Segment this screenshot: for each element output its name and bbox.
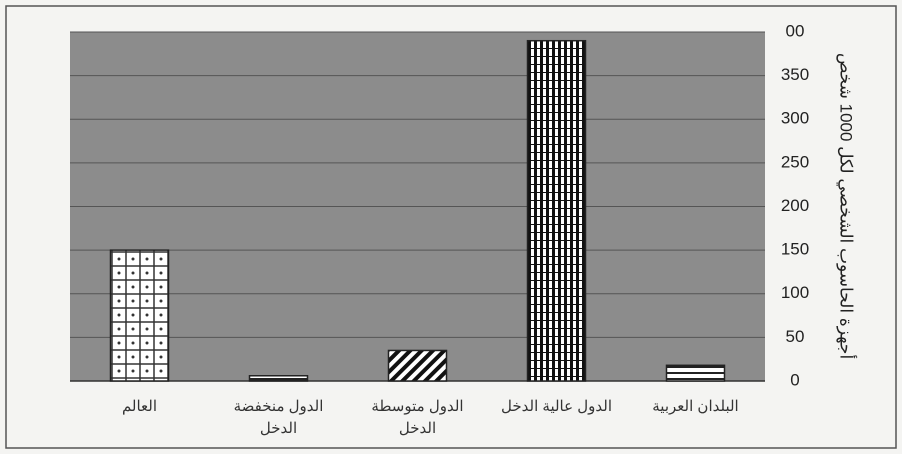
y-tick-label: 0 [790, 370, 799, 389]
y-tick-label: 250 [781, 152, 809, 171]
y-tick-label: 350 [781, 65, 809, 84]
x-tick-label: العالم [121, 398, 158, 415]
x-tick-label: البلدان العربية [652, 398, 739, 415]
y-tick-label: 00 [786, 21, 805, 40]
bar [387, 349, 448, 382]
y-axis-label: أجهزة الحاسوب الشخصي لكل 1000 شخص [836, 53, 858, 359]
y-tick-label: 50 [786, 327, 805, 346]
frame [5, 5, 897, 449]
y-tick-label: 150 [781, 240, 809, 259]
x-tick-label: الدول متوسطة الدخل [371, 398, 464, 437]
x-tick-label: الدول منخفضة الدخل [233, 398, 324, 437]
bar [526, 39, 587, 382]
x-tick-label: الدول عالية الدخل [501, 398, 612, 415]
bar [109, 249, 170, 382]
y-tick-label: 300 [781, 109, 809, 128]
y-tick-label: 200 [781, 196, 809, 215]
bar [665, 364, 726, 382]
y-tick-label: 100 [781, 283, 809, 302]
bar [248, 375, 309, 382]
